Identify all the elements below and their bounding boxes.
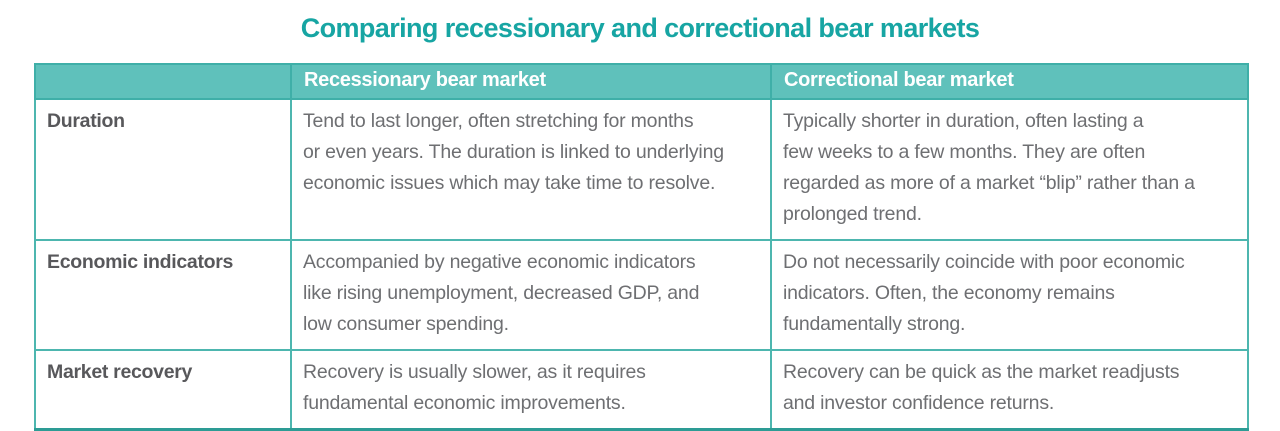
cell-market-recovery-recessionary: Recovery is usually slower, as it requir…	[290, 349, 772, 431]
table-row-duration: Duration Tend to last longer, often stre…	[34, 98, 1249, 241]
page-title: Comparing recessionary and correctional …	[300, 13, 980, 43]
row-label-duration: Duration	[34, 98, 292, 241]
column-header-recessionary: Recessionary bear market	[290, 63, 772, 100]
cell-duration-correctional: Typically shorter in duration, often las…	[770, 98, 1249, 241]
column-header-empty	[34, 63, 292, 100]
cell-market-recovery-correctional: Recovery can be quick as the market read…	[770, 349, 1249, 431]
comparison-table: Recessionary bear market Correctional be…	[34, 63, 1249, 431]
cell-duration-recessionary: Tend to last longer, often stretching fo…	[290, 98, 772, 241]
column-header-correctional: Correctional bear market	[770, 63, 1249, 100]
table-row-economic-indicators: Economic indicators Accompanied by negat…	[34, 239, 1249, 351]
cell-economic-indicators-recessionary: Accompanied by negative economic indicat…	[290, 239, 772, 351]
row-label-economic-indicators: Economic indicators	[34, 239, 292, 351]
cell-economic-indicators-correctional: Do not necessarily coincide with poor ec…	[770, 239, 1249, 351]
header-row: Recessionary bear market Correctional be…	[34, 63, 1249, 100]
row-label-market-recovery: Market recovery	[34, 349, 292, 431]
table-row-market-recovery: Market recovery Recovery is usually slow…	[34, 349, 1249, 431]
